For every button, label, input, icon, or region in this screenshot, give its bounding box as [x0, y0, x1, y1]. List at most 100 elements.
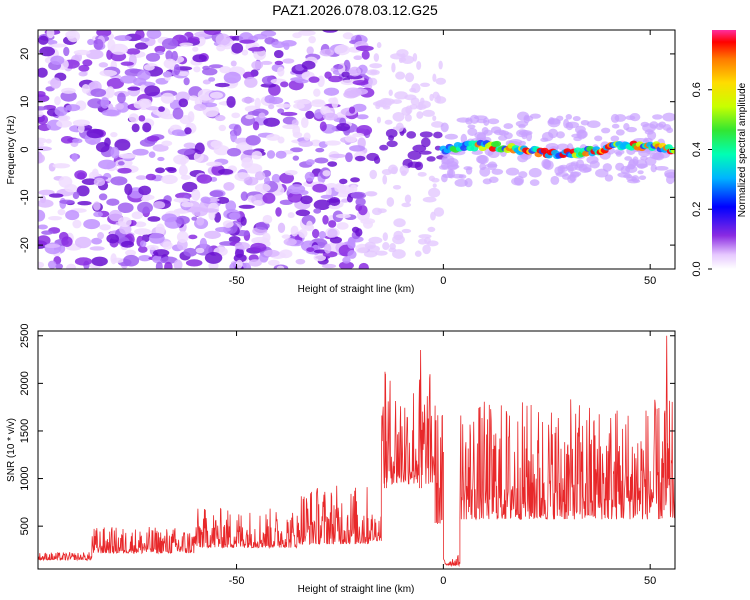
spectrogram-noise-cell — [304, 171, 315, 182]
spectrogram-noise-cell — [160, 256, 178, 264]
spectrogram-noise-cell — [183, 77, 190, 86]
spectrogram-noise-cell — [65, 210, 80, 221]
spectrogram-noise-cell — [162, 71, 173, 78]
spectrogram-noise-cell — [290, 147, 303, 153]
spectrogram-band-halo — [545, 142, 559, 151]
spectrogram-noise-cell — [91, 168, 99, 178]
spectrogram-noise-cell — [243, 176, 259, 186]
spectrogram-noise-cell — [226, 147, 242, 157]
spectrogram-noise-cell — [146, 135, 160, 142]
spectrogram-x-tick-label: 50 — [644, 275, 656, 287]
spectrogram-noise-cell — [352, 132, 364, 138]
spectrogram-band-halo — [575, 159, 585, 169]
spectrogram-noise-cell — [134, 42, 149, 50]
spectrogram-noise-cell — [358, 262, 369, 269]
snr-y-tick-label: 2500 — [19, 324, 31, 348]
spectrogram-noise-cell — [160, 92, 175, 104]
spectrogram-band-halo — [479, 163, 487, 171]
spectrogram-noise-cell — [63, 46, 70, 57]
spectrogram-transition-cell — [416, 111, 424, 119]
spectrogram-noise-cell — [260, 83, 277, 88]
spectrogram-noise-cell — [137, 246, 148, 253]
spectrogram-noise-cell — [199, 237, 208, 250]
spectrogram-noise-cell — [322, 112, 338, 121]
spectrogram-noise-cell — [78, 71, 88, 77]
spectrogram-noise-cell — [273, 49, 284, 59]
spectrogram-transition-cell — [431, 121, 444, 128]
spectrogram-band-halo — [529, 179, 540, 187]
snr-y-tick-label: 1500 — [19, 419, 31, 443]
spectrogram-noise-cell — [144, 85, 161, 97]
spectrogram-noise-cell — [50, 43, 67, 48]
spectrogram-noise-cell — [255, 221, 270, 230]
spectrogram-noise-cell — [127, 86, 141, 91]
spectrogram-y-tick-label: 0 — [19, 146, 31, 152]
spectrogram-noise-cell — [334, 44, 351, 56]
spectrogram-transition-cell — [401, 202, 412, 208]
spectrogram-noise-cell — [321, 263, 337, 269]
spectrogram-noise-cell — [277, 66, 285, 77]
spectrogram-noise-cell — [266, 150, 276, 159]
spectrogram-noise-cell — [297, 30, 316, 36]
spectrogram-noise-cell — [38, 35, 49, 45]
spectrogram-band-halo — [458, 174, 467, 179]
spectrogram-noise-cell — [72, 191, 80, 200]
spectrogram-band-halo — [650, 164, 657, 173]
spectrogram-noise-cell — [254, 183, 271, 193]
spectrogram-transition-cell — [430, 211, 436, 221]
spectrogram-band-halo — [518, 171, 528, 179]
spectrogram-noise-cell — [329, 153, 347, 159]
spectrogram-noise-cell — [322, 30, 338, 33]
spectrogram-noise-cell — [240, 191, 249, 201]
spectrogram-noise-cell — [233, 124, 242, 136]
spectrogram-noise-cell — [148, 232, 165, 244]
spectrogram-noise-cell — [324, 140, 341, 146]
spectrogram-noise-cell — [222, 220, 234, 228]
spectrogram-noise-cell — [253, 200, 263, 206]
spectrogram-noise-cell — [114, 139, 131, 151]
spectrogram-noise-cell — [183, 247, 198, 257]
spectrogram-noise-cell — [120, 61, 134, 66]
spectrogram-noise-cell — [300, 195, 313, 205]
spectrogram-noise-cell — [275, 207, 282, 217]
spectrogram-noise-cell — [315, 147, 325, 153]
spectrogram-noise-cell — [140, 98, 152, 109]
spectrogram-band-halo — [654, 165, 669, 171]
figure-title: PAZ1.2026.078.03.12.G25 — [272, 2, 438, 18]
spectrogram-noise-cell — [47, 39, 58, 45]
spectrogram-noise-cell — [348, 106, 356, 114]
spectrogram-band-halo — [487, 118, 500, 125]
spectrogram-transition-cell — [392, 111, 405, 122]
spectrogram-noise-cell — [348, 66, 361, 77]
spectrogram-noise-cell — [117, 167, 132, 174]
spectrogram-noise-cell — [86, 128, 104, 139]
spectrogram-noise-cell — [295, 79, 309, 84]
spectrogram-transition-cell — [373, 53, 380, 62]
colorbar-tick-label: 0.6 — [691, 82, 703, 97]
spectrogram-transition-cell — [375, 103, 381, 110]
spectrogram-transition-cell — [426, 240, 439, 247]
spectrogram-noise-cell — [101, 109, 120, 117]
spectrogram-band-halo — [640, 155, 648, 161]
spectrogram-noise-cell — [210, 140, 223, 149]
spectrogram-noise-cell — [231, 112, 241, 119]
spectrogram-band-halo — [572, 115, 581, 122]
spectrogram-noise-cell — [209, 190, 224, 198]
spectrogram-band-halo — [640, 121, 650, 128]
spectrogram-transition-cell — [422, 196, 437, 203]
spectrogram-transition-cell — [375, 250, 388, 256]
spectrogram-noise-cell — [225, 200, 237, 212]
spectrogram-noise-cell — [215, 33, 231, 46]
spectrogram-noise-cell — [143, 64, 155, 71]
snr-y-tick-label: 500 — [19, 517, 31, 535]
spectrogram-noise-cell — [142, 122, 152, 133]
spectrogram-transition-cell — [382, 232, 388, 242]
spectrogram-band-halo — [615, 129, 625, 136]
spectrogram-noise-cell — [157, 156, 165, 162]
spectrogram-noise-cell — [350, 88, 369, 95]
spectrogram-noise-cell — [148, 151, 156, 159]
spectrogram-transition-cell — [431, 177, 440, 183]
spectrogram-noise-cell — [214, 211, 222, 223]
spectrogram-band-halo — [517, 153, 529, 163]
spectrogram-noise-cell — [107, 39, 116, 52]
